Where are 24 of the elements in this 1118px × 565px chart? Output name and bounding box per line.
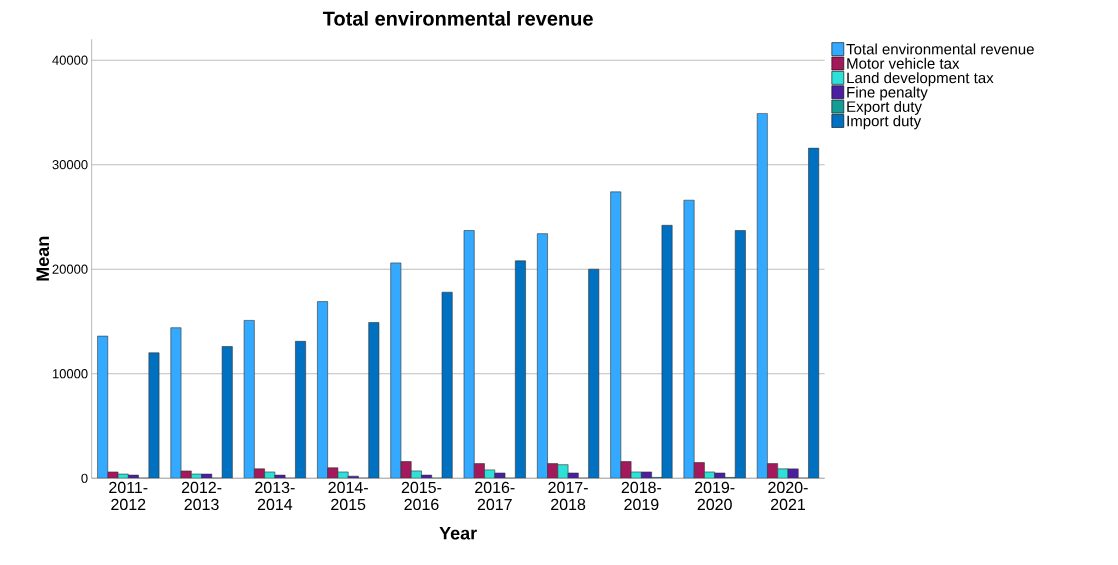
legend-label: Export duty <box>847 100 922 115</box>
legend-label: Total environmental revenue <box>846 43 1034 55</box>
legend-label: Land development tax <box>847 72 994 87</box>
x-tick-label: 2020-2021 <box>768 481 808 511</box>
x-tick-label: 2013-2014 <box>255 481 295 511</box>
x-tick-label: 2019-2020 <box>695 481 735 511</box>
x-tick-label: 2018-2019 <box>621 481 662 511</box>
x-tick-label: 2014-2015 <box>328 481 368 511</box>
y-tick-label: 20000 <box>52 264 88 274</box>
legend-label: Import duty <box>847 115 922 130</box>
x-tick-label: 2011-2012 <box>109 481 148 511</box>
x-tick-label: 2012-2013 <box>181 481 222 511</box>
y-tick-label: 10000 <box>52 369 88 379</box>
x-tick-label: 2017-2018 <box>548 481 588 511</box>
y-tick-label: 0 <box>81 473 88 483</box>
x-tick-label: 2016-2017 <box>475 481 515 511</box>
legend-label: Fine penalty <box>847 86 928 101</box>
chart-title: Total environmental revenue <box>322 11 593 26</box>
legend-label: Motor vehicle tax <box>847 57 960 69</box>
x-axis-title: Year <box>439 526 477 540</box>
y-tick-label: 40000 <box>52 55 88 65</box>
y-axis-title: Mean <box>36 236 50 281</box>
x-tick-label: 2015-2016 <box>401 481 442 511</box>
y-tick-label: 30000 <box>52 160 88 170</box>
